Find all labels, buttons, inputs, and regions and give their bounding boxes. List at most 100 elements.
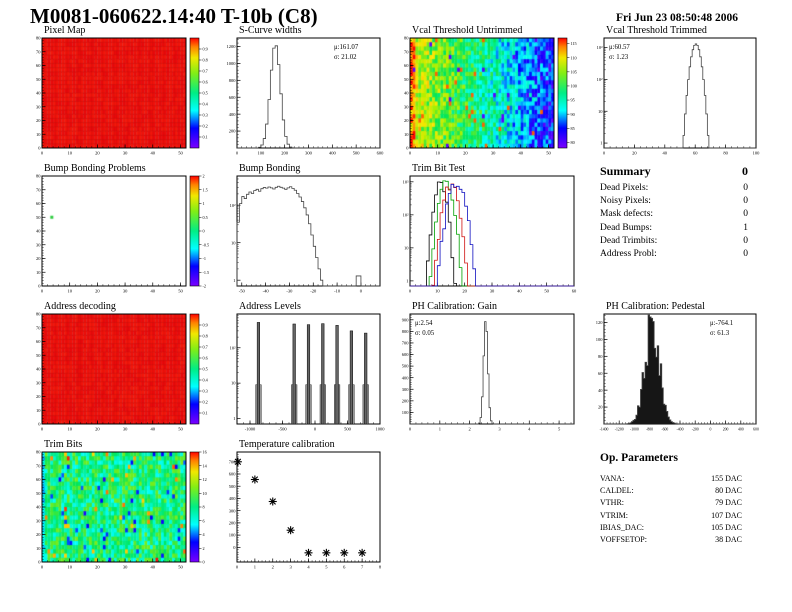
svg-text:70: 70 xyxy=(36,463,41,468)
svg-text:50: 50 xyxy=(546,151,551,156)
svg-text:10²: 10² xyxy=(230,203,237,208)
svg-text:10: 10 xyxy=(404,245,409,250)
svg-text:80: 80 xyxy=(36,174,41,179)
param-row-label: VTHR: xyxy=(600,498,624,508)
svg-text:50: 50 xyxy=(404,77,409,82)
pixel-map-plot: 0 10 20 30 40 50 0 10 20 30 40 50 60 70 80 0.1 0.2 0.3 0.4… xyxy=(36,36,209,156)
plot-title-temperature-calibration: Temperature calibration xyxy=(239,439,335,450)
svg-text:10: 10 xyxy=(231,240,236,245)
svg-text:10: 10 xyxy=(36,546,41,551)
svg-text:16: 16 xyxy=(203,450,207,455)
svg-text:115: 115 xyxy=(571,41,577,46)
summary-row-label: Mask defects: xyxy=(600,209,654,220)
stats-mu: μ:2.54 xyxy=(415,320,433,327)
svg-text:0: 0 xyxy=(203,560,205,565)
summary-row-value: 0 xyxy=(743,196,748,207)
op-parameters-block: Op. Parameters VANA: 155 DAC CALDEL: 80 DAC… xyxy=(600,452,742,546)
svg-text:900: 900 xyxy=(402,317,410,322)
svg-text:80: 80 xyxy=(404,36,409,41)
svg-text:40: 40 xyxy=(36,229,41,234)
svg-text:0.7: 0.7 xyxy=(203,345,208,350)
svg-text:30: 30 xyxy=(491,151,496,156)
param-row: IBIAS_DAC: 105 DAC xyxy=(600,522,742,534)
svg-text:-40: -40 xyxy=(263,289,270,294)
svg-text:400: 400 xyxy=(229,496,237,501)
vcal-threshold-untrimmed-heatmap xyxy=(410,38,554,148)
svg-text:50: 50 xyxy=(36,77,41,82)
stats-sigma: σ: 0.05 xyxy=(415,330,435,337)
report-date: Fri Jun 23 08:50:48 2006 xyxy=(615,12,739,24)
svg-text:10²: 10² xyxy=(403,212,410,217)
svg-text:0: 0 xyxy=(409,427,412,432)
svg-text:-400: -400 xyxy=(677,428,684,432)
plot-title-ph-calibration-gain: PH Calibration: Gain xyxy=(412,301,497,312)
svg-text:50: 50 xyxy=(178,151,183,156)
svg-text:7: 7 xyxy=(361,565,364,570)
svg-text:0.9: 0.9 xyxy=(203,323,208,328)
svg-text:10²: 10² xyxy=(230,345,237,350)
svg-text:0: 0 xyxy=(603,151,606,156)
plot-title-s-curve-widths: S-Curve widths xyxy=(239,25,302,36)
svg-text:1: 1 xyxy=(203,201,205,206)
svg-text:1: 1 xyxy=(439,427,441,432)
summary-row-value: 0 xyxy=(743,209,748,220)
svg-text:6: 6 xyxy=(203,518,205,523)
param-row: VANA: 155 DAC xyxy=(600,473,742,485)
summary-row: Mask defects: 0 xyxy=(600,208,748,221)
svg-text:30: 30 xyxy=(404,104,409,109)
svg-text:10: 10 xyxy=(598,109,603,114)
svg-text:200: 200 xyxy=(402,398,410,403)
svg-text:2: 2 xyxy=(203,174,205,179)
svg-text:600: 600 xyxy=(229,95,237,100)
svg-text:1.5: 1.5 xyxy=(203,187,208,192)
summary-row-label: Address Probl: xyxy=(600,249,657,260)
plot-title-vcal-threshold-trimmed: Vcal Threshold Trimmed xyxy=(606,25,707,36)
svg-text:0: 0 xyxy=(38,284,41,289)
summary-row-value: 0 xyxy=(743,235,748,246)
plot-title-address-levels: Address Levels xyxy=(239,301,301,312)
svg-text:100: 100 xyxy=(229,533,237,538)
svg-text:60: 60 xyxy=(36,477,41,482)
svg-text:8: 8 xyxy=(203,505,205,510)
svg-text:600: 600 xyxy=(229,472,237,477)
svg-text:20: 20 xyxy=(36,256,41,261)
svg-text:0: 0 xyxy=(409,289,412,294)
svg-text:0.2: 0.2 xyxy=(203,124,208,129)
param-row-value: 38 DAC xyxy=(715,535,742,545)
summary-title: Summary xyxy=(600,164,651,178)
svg-text:600: 600 xyxy=(753,428,759,432)
panel-pixel-map: Pixel Map 0 10 20 30 40 50 0 10 20 30 40 50 60 70 80 0.… xyxy=(28,25,212,161)
stats-sigma: σ: 61.3 xyxy=(710,330,730,337)
svg-text:400: 400 xyxy=(402,375,410,380)
svg-text:10: 10 xyxy=(36,270,41,275)
svg-text:500: 500 xyxy=(402,364,410,369)
panel-trim-bits: Trim Bits 0 10 20 30 40 50 0 10 20 30 40 50 60 70 80 0 2… xyxy=(28,439,212,575)
param-row: VTHR: 79 DAC xyxy=(600,497,742,509)
svg-text:20: 20 xyxy=(36,118,41,123)
param-row-value: 107 DAC xyxy=(711,510,742,520)
svg-text:0: 0 xyxy=(203,229,205,234)
svg-text:10: 10 xyxy=(404,132,409,137)
param-row-value: 105 DAC xyxy=(711,522,742,532)
summary-row-value: 0 xyxy=(743,183,748,193)
svg-text:2: 2 xyxy=(203,546,205,551)
svg-text:105: 105 xyxy=(571,69,577,74)
svg-text:10: 10 xyxy=(36,132,41,137)
svg-text:80: 80 xyxy=(598,354,603,359)
svg-text:-1200: -1200 xyxy=(615,428,624,432)
svg-text:-30: -30 xyxy=(286,289,293,294)
svg-text:400: 400 xyxy=(738,428,744,432)
panel-s-curve-widths: S-Curve widths 0 100 200 300 400 500 600 200 400… xyxy=(223,25,386,161)
svg-text:60: 60 xyxy=(404,63,409,68)
svg-text:100: 100 xyxy=(402,410,410,415)
svg-text:60: 60 xyxy=(693,151,698,156)
svg-text:1: 1 xyxy=(233,278,235,283)
summary-rows: Dead Pixels: 0 Noisy Pixels: 0 Mask defects:… xyxy=(600,182,748,261)
svg-text:2: 2 xyxy=(272,565,274,570)
svg-text:20: 20 xyxy=(36,394,41,399)
op-parameter-rows: VANA: 155 DAC CALDEL: 80 DAC VTHR: 79 DAC VTRI… xyxy=(600,473,742,546)
svg-text:0: 0 xyxy=(709,428,711,432)
svg-text:0.8: 0.8 xyxy=(203,334,208,339)
svg-text:8: 8 xyxy=(379,565,382,570)
svg-text:-1: -1 xyxy=(203,256,207,261)
